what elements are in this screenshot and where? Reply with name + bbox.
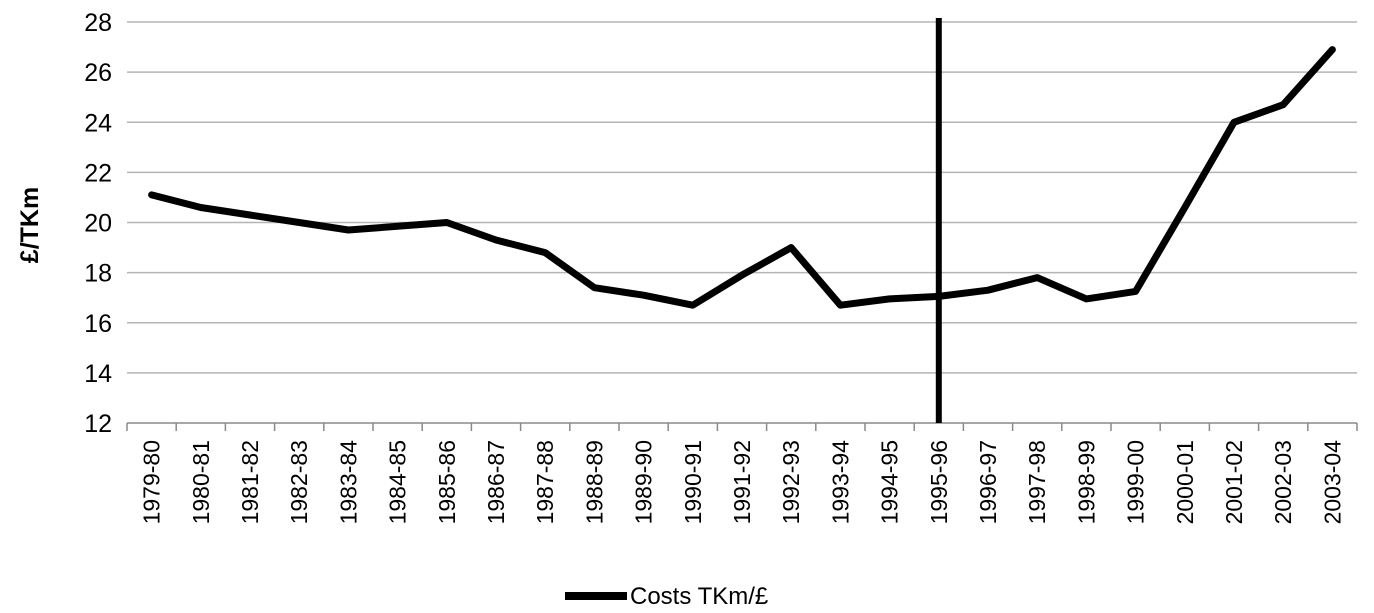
x-tick-label: 1991-92 xyxy=(729,440,755,524)
grid-lines xyxy=(127,21,1357,374)
x-tick-label: 1994-95 xyxy=(877,440,903,524)
x-tick-label: 1980-81 xyxy=(188,440,214,524)
x-tick-label: 1982-83 xyxy=(286,440,312,524)
x-tick-label: 1989-90 xyxy=(631,440,657,524)
series-lines xyxy=(148,46,1336,309)
x-axis xyxy=(126,422,1358,431)
x-tick-label: 2000-01 xyxy=(1172,440,1198,524)
x-tick-label: 1990-91 xyxy=(680,440,706,524)
x-tick-label: 2002-03 xyxy=(1270,440,1296,524)
x-tick-label: 1992-93 xyxy=(778,440,804,524)
y-tick-label: 22 xyxy=(84,159,112,187)
x-tick-label: 1984-85 xyxy=(385,440,411,524)
x-tick-label: 1983-84 xyxy=(335,440,361,525)
y-tick-label: 16 xyxy=(84,310,112,338)
x-tick-label: 1998-99 xyxy=(1073,440,1099,524)
x-tick-label: 1986-87 xyxy=(483,440,509,524)
y-tick-label: 26 xyxy=(84,59,112,87)
x-tick-label: 1999-00 xyxy=(1123,440,1149,524)
x-tick-label: 2001-02 xyxy=(1221,440,1247,524)
y-tick-label: 14 xyxy=(84,360,112,388)
x-tick-label: 1988-89 xyxy=(581,440,607,524)
y-tick-label: 18 xyxy=(84,260,112,288)
series-line xyxy=(148,46,1336,309)
x-tick-label: 1979-80 xyxy=(139,440,165,524)
x-tick-label: 1996-97 xyxy=(975,440,1001,524)
x-tick-label: 1993-94 xyxy=(827,440,853,525)
x-tick-label: 1987-88 xyxy=(532,440,558,524)
legend: Costs TKm/£ xyxy=(565,583,768,610)
x-tick-label: 1995-96 xyxy=(926,440,952,524)
x-tick-label: 1985-86 xyxy=(434,440,460,524)
x-tick-label: 1981-82 xyxy=(237,440,263,524)
y-tick-label: 24 xyxy=(84,109,112,137)
x-tick-label: 1997-98 xyxy=(1024,440,1050,524)
y-tick-label: 28 xyxy=(84,9,112,37)
x-tick-label: 2003-04 xyxy=(1319,440,1345,525)
y-tick-label: 20 xyxy=(84,210,112,238)
legend-label: Costs TKm/£ xyxy=(630,583,768,610)
y-tick-label: 12 xyxy=(84,410,112,438)
y-axis-label: £/TKm xyxy=(16,187,44,263)
x-axis-ticks: 1979-80 1980-81 1981-82 1982-83 1983-84 1984-… xyxy=(139,440,1346,525)
y-axis-ticks: 12 14 16 18 20 22 24 26 28 xyxy=(84,9,112,438)
